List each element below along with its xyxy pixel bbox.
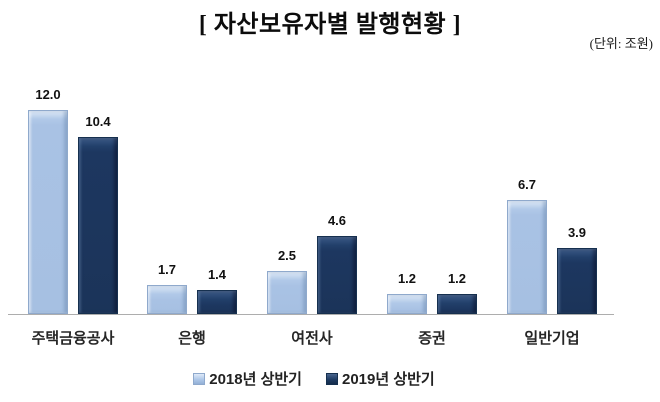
legend-swatch-icon xyxy=(193,372,206,385)
value-label: 3.9 xyxy=(567,225,587,240)
value-label: 1.7 xyxy=(157,262,177,277)
legend-swatch-icon xyxy=(326,372,338,385)
value-label: 10.4 xyxy=(85,114,111,129)
value-label: 12.0 xyxy=(35,87,61,102)
category-label: 여전사 xyxy=(291,330,333,347)
unit-label: (단위: 조원) xyxy=(589,36,653,51)
value-label: 4.6 xyxy=(327,213,347,228)
bar-2018년 상반기-일반기업 xyxy=(507,200,547,314)
value-label: 1.2 xyxy=(447,271,467,286)
category-label: 은행 xyxy=(178,330,206,347)
value-label: 1.4 xyxy=(207,267,227,282)
bar-2019년 상반기-여전사 xyxy=(317,236,357,314)
value-label: 2.5 xyxy=(277,248,297,263)
x-axis-line xyxy=(8,314,614,315)
bar-2018년 상반기-증권 xyxy=(387,294,427,314)
category-label: 일반기업 xyxy=(524,330,580,347)
legend-item: 2019년 상반기 xyxy=(326,368,435,389)
chart-legend: 2018년 상반기 2019년 상반기 xyxy=(0,368,644,389)
legend-label: 2018년 상반기 xyxy=(209,371,302,388)
legend-label: 2019년 상반기 xyxy=(342,371,435,388)
category-label: 주택금융공사 xyxy=(31,330,115,347)
bar-2019년 상반기-증권 xyxy=(437,294,477,314)
value-label: 6.7 xyxy=(517,177,537,192)
category-label: 증권 xyxy=(418,330,446,347)
bar-2019년 상반기-은행 xyxy=(197,290,237,314)
bar-2018년 상반기-은행 xyxy=(147,285,187,314)
bar-2019년 상반기-일반기업 xyxy=(557,248,597,314)
value-label: 1.2 xyxy=(397,271,417,286)
bar-2018년 상반기-여전사 xyxy=(267,271,307,314)
chart-title: [ 자산보유자별 발행현황 ] xyxy=(198,12,462,38)
bar-2018년 상반기-주택금융공사 xyxy=(28,110,68,314)
bar-2019년 상반기-주택금융공사 xyxy=(78,137,118,314)
legend-item: 2018년 상반기 xyxy=(193,368,302,389)
